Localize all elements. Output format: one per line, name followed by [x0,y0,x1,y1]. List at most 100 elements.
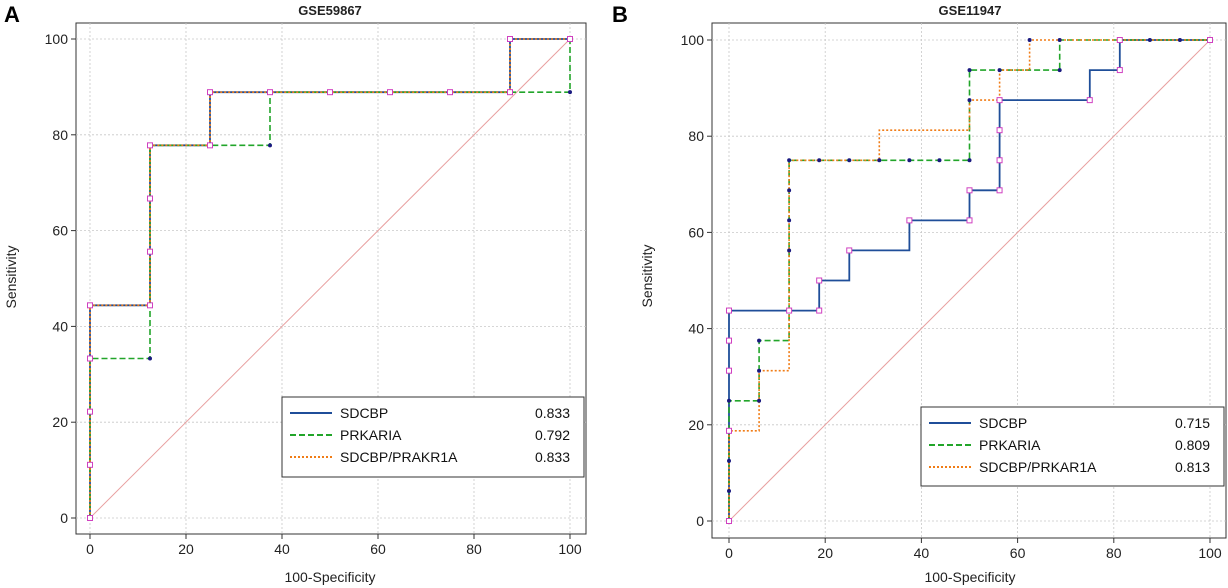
panel-b-legend-name-1: PRKARIA [979,437,1041,453]
panel-a-criterion-dot-1 [268,143,272,148]
panel-b-criterion-dot-0 [727,488,731,493]
panel-b-y-tick-label-0: 0 [696,513,704,529]
panel-a-criterion-marker-15 [507,89,513,96]
panel-b-criterion-marker-1 [726,427,732,434]
panel-b-legend-box [920,406,1225,487]
panel-a-label: A [4,2,20,27]
panel-b-label: B [612,2,628,27]
panel-b-y-tick-label-1: 20 [688,417,704,433]
panel-b-criterion-dot-20 [1057,68,1062,73]
panel-a-criterion-marker-8 [147,142,153,149]
panel-a-y-tick-label-5: 100 [45,31,69,47]
panel-a-legend-name-2: SDCBP/PRAKR1A [340,449,458,465]
panel-b-x-tick-label-2: 40 [914,545,930,561]
panel-a-x-tick-label-2: 40 [274,541,290,557]
panel-a-criterion-marker-12 [327,89,333,96]
panel-a-legend-name-1: PRKARIA [340,427,402,443]
panel-b-criterion-marker-18 [1116,37,1123,43]
panel-a-criterion-marker-16 [507,36,513,42]
panel-b-criterion-dot-8 [787,188,792,193]
panel-a-criterion-marker-10 [207,89,213,96]
panel-b-criterion-dot-13 [907,158,912,163]
panel-a-title: GSE59867 [298,3,362,18]
panel-b-criterion-marker-14 [996,127,1003,134]
panel-a-x-tick-label-3: 60 [370,541,386,557]
panel-b-criterion-dot-22 [1147,38,1152,42]
panel-b-criterion-marker-8 [846,247,853,254]
panel-b-y-tick-label-4: 80 [688,128,704,144]
panel-a-criterion-marker-9 [207,142,213,149]
panel-b-criterion-dot-5 [757,338,762,343]
panel-a-reference-diagonal [89,38,571,519]
panel-b-x-tick-label-1: 20 [817,545,833,561]
panel-b-y-tick-label-5: 100 [681,32,705,48]
panel-b-criterion-dot-10 [817,158,822,163]
panel-b-criterion-marker-10 [966,217,973,224]
panel-b-x-tick-label-4: 80 [1106,545,1122,561]
panel-a-x-tick-label-0: 0 [86,541,94,557]
panel-b: B GSE11947 100-Specificity Sensitivity 0… [612,2,1227,585]
panel-b-criterion-dot-15 [967,158,972,163]
panel-a: A GSE59867 100-Specificity Sensitivity 0… [3,2,587,585]
panel-b-criterion-dot-9 [787,158,792,163]
panel-b-criterion-dot-12 [877,158,882,163]
panel-a-criterion-marker-14 [447,89,453,96]
panel-a-criterion-marker-4 [87,302,93,309]
panel-b-criterion-dot-18 [997,68,1002,73]
panel-b-legend-auc-2: 0.813 [1175,459,1210,475]
panel-b-criterion-marker-5 [786,307,793,314]
panel-a-series-prkaria [89,39,571,518]
panel-b-criterion-marker-6 [816,307,823,314]
panel-a-legend-box [281,396,585,478]
panel-b-x-axis-label: 100-Specificity [924,569,1015,585]
panel-a-x-tick-label-5: 100 [558,541,582,557]
panel-b-x-tick-label-3: 60 [1010,545,1026,561]
panel-b-criterion-marker-13 [996,157,1003,164]
panel-a-criterion-marker-3 [87,355,93,362]
panel-b-legend-name-0: SDCBP [979,415,1027,431]
panel-b-series-sdcbp [728,39,1210,521]
panel-b-criterion-dot-11 [847,158,852,163]
panel-b-reference-diagonal [728,39,1211,522]
panel-a-y-axis-label: Sensitivity [3,245,19,308]
panel-b-legend-auc-1: 0.809 [1175,437,1210,453]
panel-b-criterion-marker-4 [726,307,732,314]
panel-b-criterion-dot-19 [1027,38,1032,42]
panel-b-criterion-dot-21 [1057,38,1062,42]
panel-a-y-tick-label-4: 80 [52,127,68,143]
panel-a-criterion-marker-13 [387,89,393,96]
panel-b-criterion-marker-3 [726,337,732,344]
panel-a-criterion-marker-0 [87,515,93,521]
panel-a-criterion-marker-2 [87,408,93,415]
panel-b-criterion-marker-16 [1086,97,1093,104]
panel-a-y-tick-label-1: 20 [52,414,68,430]
panel-a-criterion-marker-7 [147,195,153,202]
panel-a-criterion-marker-6 [147,248,153,255]
panel-b-criterion-marker-2 [726,367,732,374]
panel-a-criterion-dot-2 [568,90,572,95]
panel-b-criterion-dot-3 [757,398,762,403]
panel-b-title: GSE11947 [939,3,1002,18]
panel-a-y-tick-label-3: 60 [52,223,68,239]
panel-b-criterion-marker-15 [996,97,1003,104]
panel-b-series-sdcbp-prkar1a [728,39,1210,521]
panel-a-legend-auc-2: 0.833 [535,449,570,465]
panel-b-criterion-dot-4 [757,368,762,373]
panel-a-criterion-dot-0 [148,356,152,361]
panel-a-x-tick-label-1: 20 [178,541,194,557]
panel-a-criterion-marker-1 [87,461,93,468]
panel-b-criterion-dot-6 [787,248,792,253]
panel-b-criterion-dot-1 [727,458,731,463]
panel-b-x-tick-label-5: 100 [1198,545,1222,561]
panel-a-x-tick-label-4: 80 [466,541,482,557]
panel-b-criterion-marker-17 [1116,67,1123,74]
panel-a-legend-auc-0: 0.833 [535,405,570,421]
panel-b-criterion-dot-14 [937,158,942,163]
panel-a-legend-name-0: SDCBP [340,405,388,421]
panel-b-y-tick-label-2: 40 [688,321,704,337]
panel-b-series-prkaria [728,39,1210,521]
panel-a-y-tick-label-2: 40 [52,318,68,334]
panel-b-criterion-marker-9 [906,217,913,224]
panel-b-criterion-dot-17 [967,68,972,73]
panel-b-criterion-dot-7 [787,218,792,223]
